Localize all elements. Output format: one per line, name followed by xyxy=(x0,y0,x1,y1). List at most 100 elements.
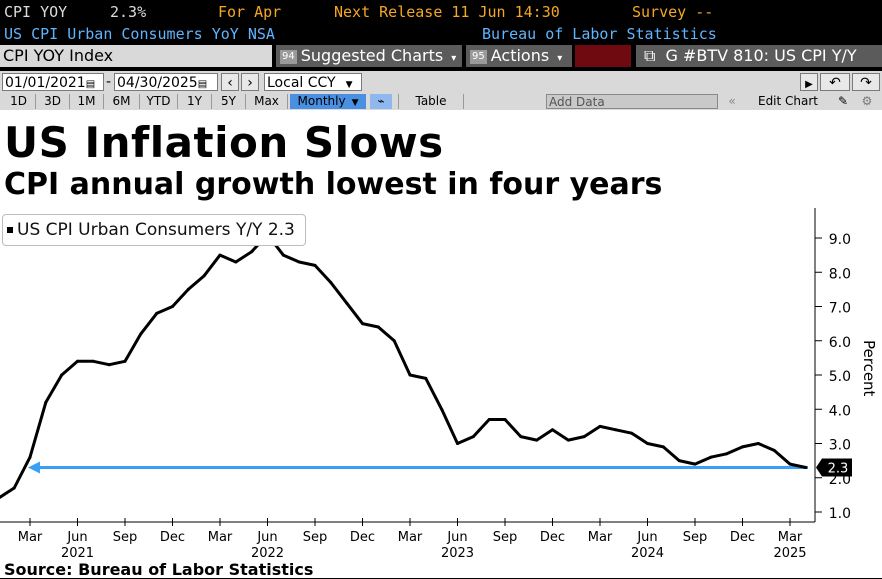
edit-chart-button[interactable]: Edit Chart xyxy=(746,94,830,109)
y-tick-label: 8.0 xyxy=(829,266,851,282)
last-value-label: 2.3 xyxy=(828,461,849,476)
period-6m[interactable]: 6M xyxy=(104,94,140,109)
data-point xyxy=(456,442,459,445)
y-tick-label: 3.0 xyxy=(829,438,851,454)
data-point xyxy=(408,373,412,377)
data-point xyxy=(519,435,523,439)
table-button[interactable]: Table xyxy=(398,94,464,109)
next-release-label: Next Release 11 Jun 14:30 xyxy=(334,3,560,21)
data-point xyxy=(28,455,32,459)
export-code-label: G #BTV 810: US CPI Y/Y xyxy=(665,46,857,65)
legend-label: US CPI Urban Consumers Y/Y 2.3 xyxy=(17,220,295,240)
gear-icon: ⚙ xyxy=(861,94,873,108)
data-point xyxy=(804,465,808,469)
period-ytd[interactable]: YTD xyxy=(140,94,178,109)
line-chart-icon: ⌁ xyxy=(377,94,385,108)
data-point xyxy=(551,428,554,432)
last-value-tag xyxy=(816,458,852,477)
suggested-charts-label: Suggested Charts xyxy=(300,46,444,65)
data-point xyxy=(630,431,634,435)
chart-title: US Inflation Slows xyxy=(4,118,444,167)
chevron-down-icon: ▼ xyxy=(351,98,359,108)
period-5y[interactable]: 5Y xyxy=(212,94,246,109)
data-point xyxy=(376,325,380,329)
redo-button[interactable]: ↷ xyxy=(852,73,880,91)
data-point xyxy=(281,253,285,257)
period-label: For Apr xyxy=(218,3,282,21)
x-tick-label: Mar xyxy=(398,530,423,545)
data-point xyxy=(60,373,64,377)
start-date-input[interactable]: 01/01/2021▤ xyxy=(2,73,104,91)
end-date-value: 04/30/2025 xyxy=(117,75,198,91)
prev-range-button[interactable]: ‹ xyxy=(221,73,239,91)
settings-button[interactable]: ⚙ xyxy=(856,94,878,109)
currency-value: Local CCY xyxy=(267,75,336,91)
series-line xyxy=(0,233,807,499)
period-1m[interactable]: 1M xyxy=(70,94,104,109)
data-point xyxy=(424,376,428,380)
x-year-label: 2024 xyxy=(631,546,664,561)
data-point xyxy=(661,445,665,449)
data-point xyxy=(139,332,143,336)
x-tick-label: Mar xyxy=(18,530,43,545)
data-point xyxy=(392,339,396,343)
legend-square-icon xyxy=(7,227,13,233)
collapse-icon[interactable]: « xyxy=(728,94,736,108)
survey-label: Survey -- xyxy=(632,3,714,21)
x-tick-label: Jun xyxy=(636,530,657,545)
end-date-input[interactable]: 04/30/2025▤ xyxy=(114,73,218,91)
undo-icon: ↶ xyxy=(829,75,841,91)
actions-button[interactable]: 95 Actions ▾ xyxy=(466,45,572,67)
period-1d[interactable]: 1D xyxy=(2,94,36,109)
data-point xyxy=(503,418,507,422)
data-point xyxy=(297,260,301,264)
data-point xyxy=(772,448,776,452)
data-point xyxy=(91,359,95,363)
data-point xyxy=(614,428,618,432)
next-range-button[interactable]: › xyxy=(241,73,259,91)
external-link-icon: ⧉ xyxy=(644,46,656,65)
chevron-down-icon: ▼ xyxy=(345,80,353,90)
x-tick-label: Dec xyxy=(160,530,185,545)
security-field[interactable]: CPI YOY Index xyxy=(0,45,272,67)
data-point xyxy=(155,311,159,315)
x-tick-label: Dec xyxy=(350,530,375,545)
export-chart-button[interactable]: ⧉ G #BTV 810: US CPI Y/Y xyxy=(636,45,882,67)
data-point xyxy=(598,424,602,428)
play-icon: ▶ xyxy=(805,79,813,90)
y-tick-label: 6.0 xyxy=(829,335,851,351)
function-toolbar: CPI YOY Index 94 Suggested Charts ▾ 95 Acti… xyxy=(0,45,882,69)
currency-select[interactable]: Local CCY ▼ xyxy=(264,73,362,91)
data-point xyxy=(171,305,174,308)
data-point xyxy=(313,263,317,267)
frequency-select[interactable]: Monthly ▼ xyxy=(290,94,366,109)
y-axis-label: Percent xyxy=(860,340,878,397)
data-point xyxy=(709,455,713,459)
x-tick-label: Dec xyxy=(540,530,565,545)
chart-type-button[interactable]: ⌁ xyxy=(370,94,392,109)
undo-button[interactable]: ↶ xyxy=(820,73,850,91)
data-point xyxy=(12,486,16,490)
chevron-left-icon: ‹ xyxy=(227,75,233,91)
annotate-button[interactable]: ✎ xyxy=(834,94,852,109)
period-1y[interactable]: 1Y xyxy=(178,94,212,109)
source-agency: Bureau of Labor Statistics xyxy=(482,25,717,43)
alert-block[interactable] xyxy=(575,45,631,67)
x-year-label: 2021 xyxy=(61,546,94,561)
period-max[interactable]: Max xyxy=(246,94,288,109)
actions-tag: 95 xyxy=(470,49,487,64)
data-point xyxy=(582,435,586,439)
data-point xyxy=(76,359,79,363)
reference-arrow-icon xyxy=(28,461,40,474)
calendar-icon: ▤ xyxy=(197,79,208,90)
dropdown-arrow-icon: ▾ xyxy=(451,53,457,64)
security-description: US CPI Urban Consumers YoY NSA xyxy=(4,25,275,43)
data-point xyxy=(487,418,491,422)
play-button[interactable]: ▶ xyxy=(800,73,818,91)
data-point xyxy=(361,322,364,326)
period-3d[interactable]: 3D xyxy=(36,94,70,109)
data-point xyxy=(44,400,48,404)
suggested-charts-button[interactable]: 94 Suggested Charts ▾ xyxy=(276,45,462,67)
add-data-input[interactable]: Add Data xyxy=(546,94,718,109)
x-tick-label: Sep xyxy=(113,530,138,545)
